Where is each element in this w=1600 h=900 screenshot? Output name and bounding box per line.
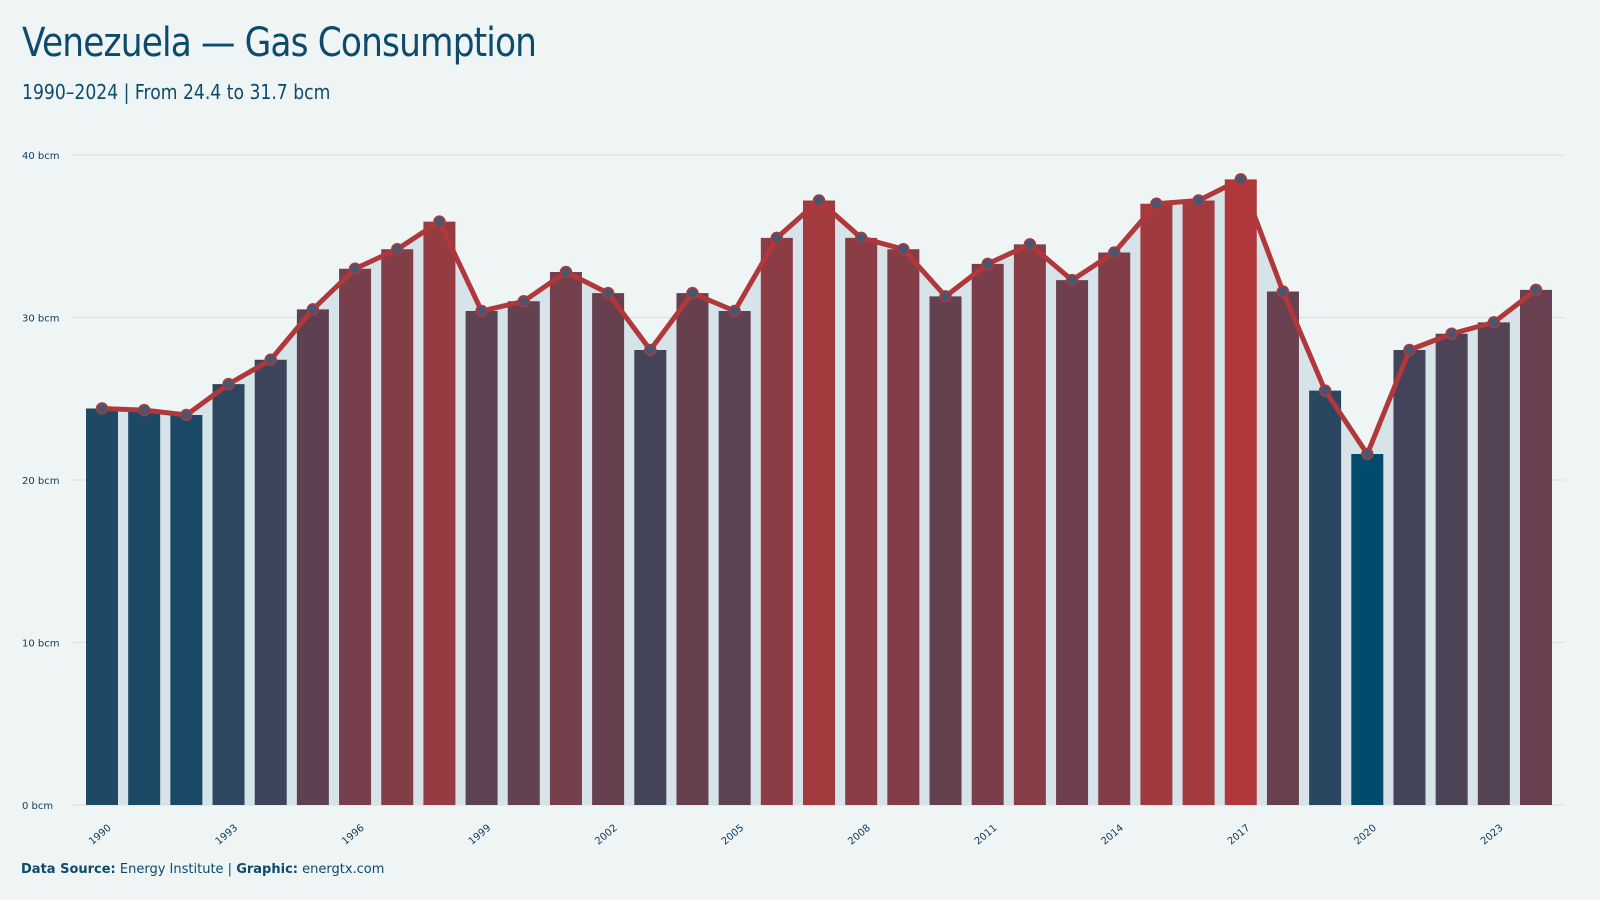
bar-2012 [1013, 244, 1046, 805]
bar-1993 [212, 384, 245, 805]
point-2017 [1234, 173, 1248, 186]
bar-2001 [549, 272, 582, 805]
bar-1994 [254, 359, 287, 805]
point-1999 [475, 304, 488, 318]
x-tick-label: 2008 [846, 823, 873, 848]
x-tick-label: 1999 [467, 823, 494, 848]
point-2018 [1276, 285, 1290, 298]
x-tick-label: 2017 [1226, 823, 1253, 848]
point-2014 [1107, 246, 1121, 259]
bar-1999 [465, 311, 498, 805]
bar-2000 [507, 301, 540, 805]
bar-1991 [128, 410, 161, 805]
chart-subtitle: 1990–2024 | From 24.4 to 31.7 bcm [22, 80, 331, 104]
point-1993 [222, 377, 235, 391]
marker-layer [95, 173, 1543, 461]
point-1991 [137, 403, 151, 417]
point-2015 [1150, 197, 1163, 210]
point-2007 [812, 194, 826, 207]
y-tick-label: 30 bcm [22, 314, 60, 325]
point-2020 [1361, 447, 1374, 461]
point-2003 [644, 343, 657, 357]
bar-2006 [760, 237, 793, 805]
bar-2015 [1140, 203, 1173, 805]
y-tick-label: 20 bcm [22, 476, 60, 487]
point-1996 [348, 262, 362, 275]
point-2023 [1487, 316, 1501, 329]
x-tick-label: 2020 [1352, 823, 1379, 848]
point-2001 [559, 265, 573, 279]
source-label: Data Source: [21, 862, 116, 877]
bar-2010 [929, 296, 962, 805]
bar-1990 [86, 408, 118, 805]
bar-1995 [296, 309, 329, 805]
point-2024 [1529, 283, 1543, 297]
point-1998 [433, 215, 446, 228]
x-tick-label: 2002 [593, 823, 620, 848]
bar-2018 [1266, 291, 1299, 805]
x-tick-label: 2014 [1099, 823, 1126, 848]
point-1990 [95, 402, 109, 415]
x-tick-label: 1990 [87, 823, 114, 848]
x-tick-label: 2005 [720, 823, 747, 848]
point-2005 [728, 304, 741, 318]
point-2000 [517, 295, 531, 308]
bar-2022 [1435, 333, 1468, 805]
x-axis-ticks: 1990 1993 1996 1999 2002 2005 2008 2011 2014 2017… [87, 823, 1505, 848]
bar-2016 [1182, 200, 1215, 805]
point-2013 [1065, 273, 1079, 287]
point-2002 [601, 286, 615, 300]
point-2016 [1192, 194, 1205, 207]
point-2008 [854, 231, 868, 245]
bar-2020 [1351, 454, 1384, 805]
point-1994 [264, 353, 277, 366]
point-1997 [390, 243, 404, 256]
bar-2017 [1224, 179, 1257, 805]
y-tick-label: 0 bcm [22, 801, 53, 812]
point-2011 [981, 257, 994, 271]
point-2010 [939, 290, 952, 303]
bar-1998 [423, 221, 456, 805]
point-2012 [1023, 238, 1037, 251]
bar-2019 [1309, 390, 1342, 805]
x-tick-label: 1996 [340, 823, 367, 848]
graphic-label: Graphic: [236, 862, 298, 877]
bar-2002 [592, 293, 625, 805]
y-tick-label: 10 bcm [22, 639, 60, 650]
x-tick-label: 2011 [973, 823, 1000, 848]
point-2006 [770, 231, 784, 245]
x-tick-label: 2023 [1479, 823, 1506, 848]
bar-2021 [1393, 350, 1426, 805]
bar-2013 [1056, 280, 1089, 805]
point-1995 [306, 303, 320, 316]
bar-2024 [1520, 289, 1552, 805]
bar-2023 [1477, 322, 1510, 805]
bar-1992 [170, 415, 203, 805]
chart-title: Venezuela — Gas Consumption [22, 20, 537, 66]
source-value: Energy Institute | [119, 862, 233, 877]
bar-2004 [676, 293, 709, 805]
bar-2003 [634, 350, 667, 805]
bar-2005 [718, 311, 751, 805]
bar-2008 [845, 237, 878, 805]
point-2021 [1403, 343, 1416, 357]
graphic-link[interactable]: energtx.com [302, 862, 385, 877]
bar-1997 [381, 249, 414, 805]
y-axis-ticks: 0 bcm 10 bcm 20 bcm 30 bcm 40 bcm [22, 151, 60, 812]
point-2022 [1445, 327, 1458, 340]
bar-layer [86, 179, 1552, 805]
bar-2014 [1098, 252, 1131, 805]
bar-2011 [971, 263, 1004, 805]
point-1992 [180, 408, 193, 422]
bar-2007 [803, 200, 835, 805]
point-2019 [1318, 384, 1332, 397]
footer-credits: Data Source: Energy Institute | Graphic:… [21, 862, 384, 877]
bar-2009 [887, 249, 920, 805]
y-tick-label: 40 bcm [22, 151, 60, 162]
point-2004 [686, 286, 699, 300]
bar-1996 [339, 268, 372, 805]
point-2009 [897, 243, 910, 256]
x-tick-label: 1993 [214, 823, 241, 848]
